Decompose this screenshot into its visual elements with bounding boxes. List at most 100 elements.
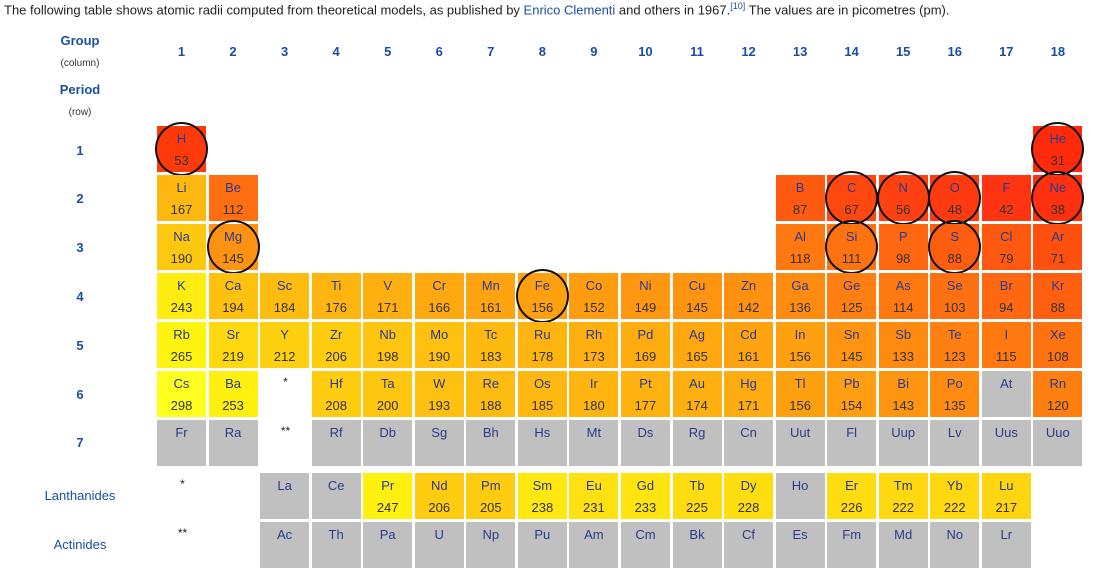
element-cell-ce[interactable]: Ce bbox=[311, 473, 361, 519]
element-symbol[interactable]: Pa bbox=[379, 527, 396, 542]
element-cell-uus[interactable]: Uus bbox=[981, 420, 1031, 466]
element-cell-bk[interactable]: Bk bbox=[672, 522, 722, 568]
element-symbol[interactable]: H bbox=[176, 131, 187, 146]
element-symbol[interactable]: P bbox=[898, 229, 908, 244]
element-cell-ni[interactable]: Ni 149 bbox=[620, 273, 670, 319]
element-symbol[interactable]: Lv bbox=[947, 425, 962, 440]
element-cell-he[interactable]: He 31 bbox=[1033, 126, 1083, 172]
element-cell-v[interactable]: V 171 bbox=[363, 273, 413, 319]
element-symbol[interactable]: Nd bbox=[430, 478, 448, 493]
element-cell-uuo[interactable]: Uuo bbox=[1033, 420, 1083, 466]
element-symbol[interactable]: Al bbox=[794, 229, 806, 244]
element-symbol[interactable]: Si bbox=[845, 229, 858, 244]
element-cell-sc[interactable]: Sc 184 bbox=[260, 273, 310, 319]
element-cell-ba[interactable]: Ba 253 bbox=[208, 371, 258, 417]
element-cell-au[interactable]: Au 174 bbox=[672, 371, 722, 417]
element-cell-dy[interactable]: Dy 228 bbox=[724, 473, 774, 519]
element-cell-fm[interactable]: Fm bbox=[827, 522, 877, 568]
element-symbol[interactable]: Pu bbox=[534, 527, 551, 542]
element-cell-cn[interactable]: Cn bbox=[724, 420, 774, 466]
element-symbol[interactable]: Fe bbox=[534, 278, 550, 293]
element-symbol[interactable]: I bbox=[1004, 327, 1009, 342]
element-cell-tb[interactable]: Tb 225 bbox=[672, 473, 722, 519]
element-symbol[interactable]: Mo bbox=[430, 327, 449, 342]
element-symbol[interactable]: As bbox=[895, 278, 911, 293]
element-cell-s[interactable]: S 88 bbox=[930, 224, 980, 270]
element-cell-ra[interactable]: Ra bbox=[208, 420, 258, 466]
element-cell-br[interactable]: Br 94 bbox=[981, 273, 1031, 319]
element-cell-eu[interactable]: Eu 231 bbox=[569, 473, 619, 519]
element-symbol[interactable]: Cd bbox=[740, 327, 757, 342]
element-cell-cf[interactable]: Cf bbox=[724, 522, 774, 568]
element-cell-ar[interactable]: Ar 71 bbox=[1033, 224, 1083, 270]
element-cell-tm[interactable]: Tm 222 bbox=[878, 473, 928, 519]
element-cell-es[interactable]: Es bbox=[775, 522, 825, 568]
element-symbol[interactable]: Uut bbox=[789, 425, 811, 440]
element-symbol[interactable]: Se bbox=[946, 278, 963, 293]
element-symbol[interactable]: Rb bbox=[173, 327, 190, 342]
element-cell-nb[interactable]: Nb 198 bbox=[363, 322, 413, 368]
element-symbol[interactable]: W bbox=[433, 376, 446, 391]
element-symbol[interactable]: Ir bbox=[589, 376, 598, 391]
element-cell-mo[interactable]: Mo 190 bbox=[414, 322, 464, 368]
element-symbol[interactable]: Tl bbox=[794, 376, 806, 391]
element-symbol[interactable]: Y bbox=[280, 327, 289, 342]
element-cell-bh[interactable]: Bh bbox=[466, 420, 516, 466]
element-cell-rf[interactable]: Rf bbox=[311, 420, 361, 466]
element-symbol[interactable]: O bbox=[949, 180, 960, 195]
element-symbol[interactable]: Gd bbox=[636, 478, 655, 493]
element-symbol[interactable]: Am bbox=[584, 527, 604, 542]
element-cell-ru[interactable]: Ru 178 bbox=[517, 322, 567, 368]
element-cell-zr[interactable]: Zr 206 bbox=[311, 322, 361, 368]
element-symbol[interactable]: In bbox=[794, 327, 806, 342]
element-cell-ga[interactable]: Ga 136 bbox=[775, 273, 825, 319]
element-cell-hg[interactable]: Hg 171 bbox=[724, 371, 774, 417]
element-symbol[interactable]: Sb bbox=[895, 327, 912, 342]
element-cell-o[interactable]: O 48 bbox=[930, 175, 980, 221]
element-symbol[interactable]: He bbox=[1049, 131, 1067, 146]
element-symbol[interactable]: Lu bbox=[999, 478, 1014, 493]
element-symbol[interactable]: Db bbox=[379, 425, 396, 440]
element-symbol[interactable]: Be bbox=[225, 180, 241, 195]
element-symbol[interactable]: Na bbox=[173, 229, 190, 244]
element-cell-si[interactable]: Si 111 bbox=[827, 224, 877, 270]
element-cell-po[interactable]: Po 135 bbox=[930, 371, 980, 417]
element-cell-ac[interactable]: Ac bbox=[260, 522, 310, 568]
element-cell-bi[interactable]: Bi 143 bbox=[878, 371, 928, 417]
element-cell-sn[interactable]: Sn 145 bbox=[827, 322, 877, 368]
element-symbol[interactable]: Cs bbox=[173, 376, 190, 391]
element-cell-am[interactable]: Am bbox=[569, 522, 619, 568]
element-symbol[interactable]: F bbox=[1002, 180, 1011, 195]
element-cell-at[interactable]: At bbox=[981, 371, 1031, 417]
element-symbol[interactable]: Re bbox=[482, 376, 500, 391]
element-symbol[interactable]: Fm bbox=[842, 527, 862, 542]
element-cell-xe[interactable]: Xe 108 bbox=[1033, 322, 1083, 368]
element-symbol[interactable]: Ca bbox=[224, 278, 242, 293]
element-symbol[interactable]: Eu bbox=[585, 478, 602, 493]
element-cell-li[interactable]: Li 167 bbox=[157, 175, 206, 221]
element-symbol[interactable]: Mn bbox=[481, 278, 500, 293]
element-symbol[interactable]: Cl bbox=[1000, 229, 1013, 244]
element-symbol[interactable]: Bk bbox=[689, 527, 705, 542]
element-symbol[interactable]: Rf bbox=[329, 425, 343, 440]
element-cell-uup[interactable]: Uup bbox=[878, 420, 928, 466]
element-cell-pm[interactable]: Pm 205 bbox=[466, 473, 516, 519]
element-cell-y[interactable]: Y 212 bbox=[260, 322, 310, 368]
element-symbol[interactable]: Dy bbox=[740, 478, 757, 493]
element-cell-te[interactable]: Te 123 bbox=[930, 322, 980, 368]
element-cell-u[interactable]: U bbox=[414, 522, 464, 568]
element-cell-pt[interactable]: Pt 177 bbox=[620, 371, 670, 417]
element-symbol[interactable]: Uup bbox=[891, 425, 916, 440]
element-symbol[interactable]: Tc bbox=[484, 327, 498, 342]
element-symbol[interactable]: Cu bbox=[688, 278, 706, 293]
element-cell-cu[interactable]: Cu 145 bbox=[672, 273, 722, 319]
element-symbol[interactable]: Sc bbox=[277, 278, 293, 293]
element-cell-sr[interactable]: Sr 219 bbox=[208, 322, 258, 368]
element-cell-tl[interactable]: Tl 156 bbox=[775, 371, 825, 417]
element-cell-nd[interactable]: Nd 206 bbox=[414, 473, 464, 519]
element-cell-pd[interactable]: Pd 169 bbox=[620, 322, 670, 368]
element-cell-md[interactable]: Md bbox=[878, 522, 928, 568]
element-cell-in[interactable]: In 156 bbox=[775, 322, 825, 368]
element-symbol[interactable]: Ba bbox=[225, 376, 241, 391]
element-symbol[interactable]: Sr bbox=[226, 327, 240, 342]
